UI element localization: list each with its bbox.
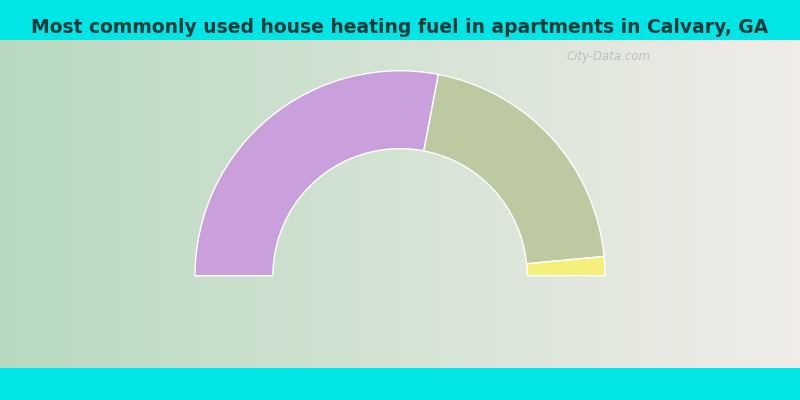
Text: City-Data.com: City-Data.com [566, 50, 650, 63]
Wedge shape [424, 74, 604, 264]
Wedge shape [195, 71, 438, 276]
Text: Most commonly used house heating fuel in apartments in Calvary, GA: Most commonly used house heating fuel in… [31, 18, 769, 37]
Wedge shape [526, 256, 605, 276]
